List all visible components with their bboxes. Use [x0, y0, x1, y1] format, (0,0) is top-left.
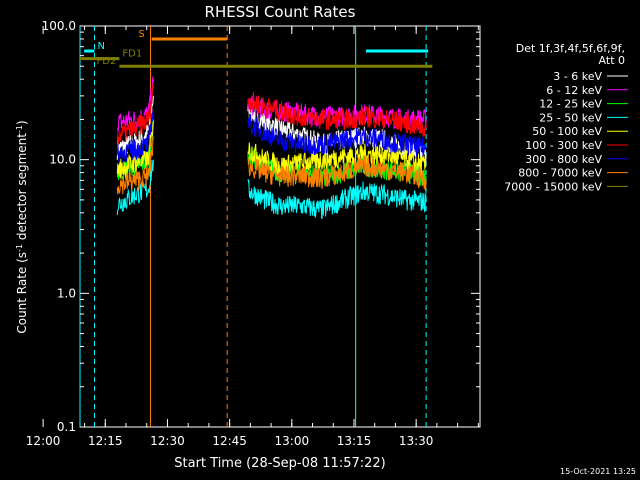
x-tick-label: 13:15 — [337, 434, 372, 448]
flag-label: S — [138, 29, 144, 40]
x-tick-label: 13:00 — [275, 434, 310, 448]
x-tick-label: 12:30 — [150, 434, 185, 448]
series-line — [116, 119, 154, 179]
series-line — [116, 135, 154, 195]
y-axis-label-part: detector segment — [15, 133, 29, 244]
y-axis-label-sup: -1 — [15, 244, 24, 252]
series-800-7000-keV — [116, 135, 427, 195]
series-100-300-keV — [116, 84, 427, 145]
x-tick-label: 12:15 — [88, 434, 123, 448]
legend-label: 3 - 6 keV — [553, 70, 602, 83]
series-layer — [116, 76, 427, 220]
y-tick-label: 100.0 — [42, 19, 76, 33]
y-axis-label-part: Count Rate (s — [15, 252, 29, 334]
series-300-800-keV — [116, 108, 427, 164]
vertical-markers — [79, 26, 427, 427]
flag-label: FD2 — [97, 56, 117, 67]
series-line — [116, 159, 154, 215]
legend-label: 800 - 7000 keV — [518, 167, 602, 180]
legend-header-line: Att 0 — [599, 54, 625, 67]
chart-title: RHESSI Count Rates — [205, 3, 356, 21]
flag-label: N — [98, 41, 105, 52]
x-tick-label: 13:30 — [399, 434, 434, 448]
x-tick-label: 12:45 — [212, 434, 247, 448]
flag-bars: N S FD1 FD2 — [80, 29, 433, 68]
y-tick-label: 0.1 — [57, 420, 76, 434]
legend-label: 6 - 12 keV — [546, 84, 602, 97]
legend-label: 300 - 800 keV — [525, 153, 602, 166]
x-tick-label: 12:00 — [26, 434, 61, 448]
footer-date: 15-Oct-2021 13:25 — [560, 467, 636, 476]
legend-header-line: Det 1f,3f,4f,5f,6f,9f, — [516, 42, 625, 55]
y-tick-label: 1.0 — [57, 286, 76, 300]
x-axis-label: Start Time (28-Sep-08 11:57:22) — [174, 456, 385, 471]
legend-label: 7000 - 15000 keV — [504, 180, 602, 193]
plot-frame — [79, 25, 481, 428]
series-line — [247, 113, 427, 158]
flag-label: FD1 — [122, 49, 142, 60]
y-axis-label-part: ) — [15, 120, 29, 125]
legend-label: 25 - 50 keV — [539, 111, 602, 124]
series-25-50-keV — [116, 159, 427, 220]
x-axis: 12:00 12:15 12:30 12:45 13:00 13:15 13:30 — [26, 26, 479, 448]
series-line — [116, 108, 154, 164]
y-axis-label: Count Rate (s-1 detector segment-1) — [15, 120, 30, 333]
series-line — [116, 84, 154, 145]
y-axis-label-sup: -1 — [15, 125, 24, 133]
y-tick-label: 10.0 — [49, 153, 76, 167]
legend: Det 1f,3f,4f,5f,6f,9f, Att 0 3 - 6 keV6 … — [504, 42, 628, 193]
legend-label: 100 - 300 keV — [525, 139, 602, 152]
y-axis: 100.0 10.0 1.0 0.1 — [42, 19, 480, 434]
legend-label: 12 - 25 keV — [539, 98, 602, 111]
series-line — [247, 155, 427, 193]
series-line — [247, 179, 427, 220]
series-line — [247, 91, 427, 137]
legend-label: 50 - 100 keV — [532, 125, 602, 138]
